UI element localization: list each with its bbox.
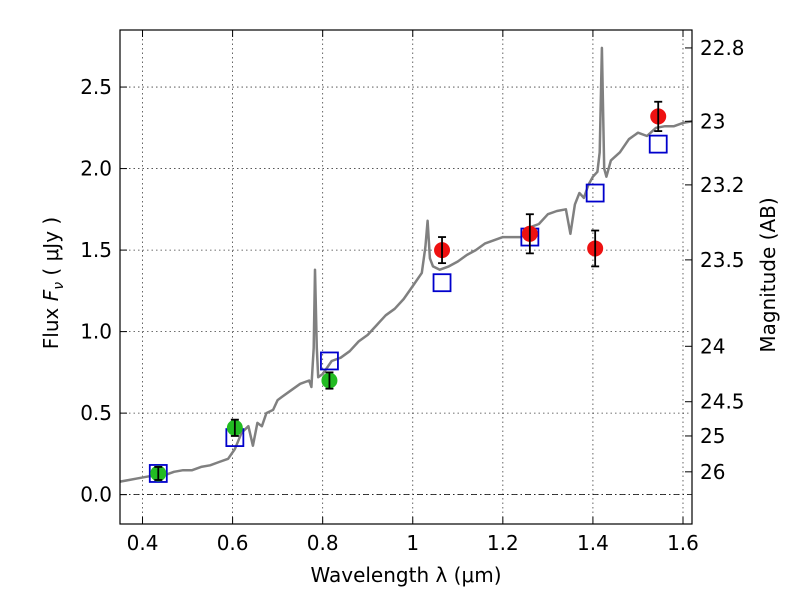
- right-tick-label: 24.5: [700, 390, 745, 414]
- right-tick-label: 23: [700, 109, 725, 133]
- x-tick-label: 0.4: [127, 531, 159, 555]
- y-tick-label: 0.5: [80, 401, 112, 425]
- model-photometry-square: [320, 351, 339, 371]
- right-tick-label: 23.5: [700, 248, 745, 272]
- y-tick-label: 2.0: [80, 157, 112, 181]
- spectrum-line: [119, 46, 693, 483]
- model-photometry-square: [648, 134, 668, 154]
- right-axis-label: Magnitude (AB): [756, 197, 780, 352]
- x-tick-label: 0.8: [307, 531, 339, 555]
- y-axis-label: Flux Fν ( μJy ): [39, 217, 67, 349]
- x-tick-label: 0.6: [217, 531, 249, 555]
- model-photometry-square: [585, 183, 605, 203]
- model-photometry-square: [148, 464, 168, 483]
- right-tick-label: 22.8: [700, 36, 745, 60]
- right-tick-label: 24: [700, 334, 725, 358]
- plot-series: [119, 46, 693, 483]
- y-tick-label: 0.0: [80, 483, 112, 507]
- y-tick-label: 1.5: [80, 238, 112, 262]
- right-tick-label: 25: [700, 424, 725, 448]
- grid-lines: [120, 30, 692, 524]
- x-tick-label: 1: [406, 531, 419, 555]
- y-tick-label: 1.0: [80, 320, 112, 344]
- x-tick-label: 1.2: [487, 531, 519, 555]
- model-photometry-square: [432, 273, 452, 293]
- y-tick-label: 2.5: [80, 75, 112, 99]
- x-tick-label: 1.6: [667, 531, 699, 555]
- tick-marks: 0.4 0.6 0.8 1 1.2 1.4 1.6 0.0 0.5 1.0 1.5 2.0 2.5 22.…: [80, 30, 745, 555]
- right-tick-label: 23.2: [700, 173, 745, 197]
- x-axis-label: Wavelength λ (μm): [310, 563, 501, 587]
- plot-frame: [119, 29, 693, 525]
- x-tick-label: 1.4: [577, 531, 609, 555]
- right-tick-label: 26: [700, 460, 725, 484]
